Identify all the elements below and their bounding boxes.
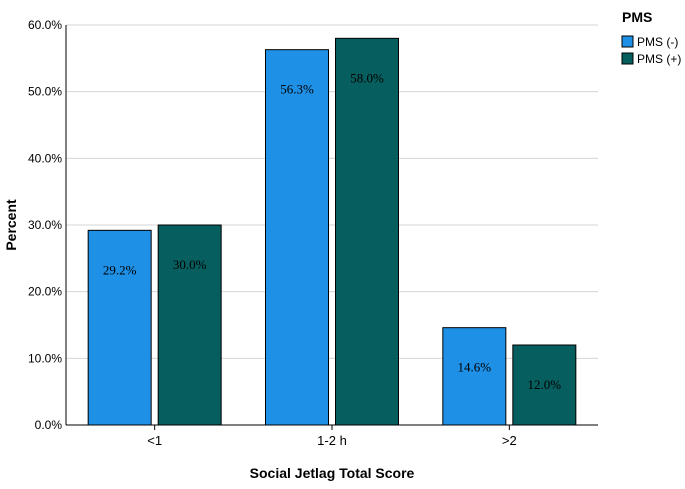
x-tick-label: >2: [502, 433, 517, 448]
data-label: 58.0%: [350, 70, 384, 85]
data-label: 29.2%: [103, 262, 137, 277]
y-tick-label: 30.0%: [28, 218, 62, 232]
y-tick-label: 0.0%: [35, 418, 63, 432]
y-tick-label: 50.0%: [28, 85, 62, 99]
bar: [87, 229, 152, 426]
legend-title: PMS: [622, 9, 652, 25]
y-tick-label: 20.0%: [28, 285, 62, 299]
bar: [335, 37, 399, 426]
data-label: 56.3%: [280, 82, 314, 97]
y-tick-label: 40.0%: [28, 151, 62, 165]
data-label: 30.0%: [173, 257, 207, 272]
x-tick-label: 1-2 h: [317, 433, 347, 448]
legend-label: PMS (-): [637, 35, 678, 49]
data-label: 12.0%: [528, 377, 562, 392]
y-axis-title: Percent: [3, 199, 19, 251]
data-labels: 29.2% 30.0% 56.3% 58.0% 14.6% 12.0%: [103, 70, 561, 392]
y-tick-labels: 0.0% 10.0% 20.0% 30.0% 40.0% 50.0% 60.0%: [28, 18, 62, 432]
x-tick-label: <1: [147, 433, 162, 448]
gridlines: [66, 24, 598, 359]
bar: [157, 224, 222, 426]
y-tick-label: 60.0%: [28, 18, 62, 32]
legend: PMS PMS (-) PMS (+): [621, 9, 681, 66]
bars: [87, 37, 577, 426]
legend-swatch: [621, 35, 634, 48]
legend-label: PMS (+): [637, 52, 681, 66]
legend-swatch: [621, 52, 634, 65]
bar: [265, 49, 329, 426]
x-tick-labels: <1 1-2 h >2: [147, 425, 517, 448]
y-tick-label: 10.0%: [28, 351, 62, 365]
data-label: 14.6%: [458, 360, 492, 375]
bar: [442, 327, 507, 426]
x-axis-title: Social Jetlag Total Score: [250, 465, 415, 481]
